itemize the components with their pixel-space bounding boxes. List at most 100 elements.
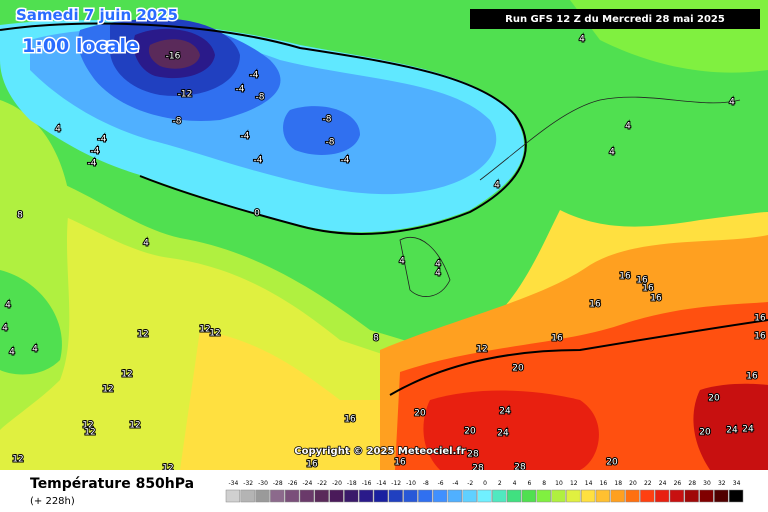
contour-label: -16	[166, 52, 181, 62]
contour-label: 16	[636, 276, 648, 286]
legend-swatch	[566, 489, 581, 503]
legend-swatch	[403, 489, 418, 503]
legend-swatch	[329, 489, 344, 503]
legend-tick: -34	[228, 480, 238, 487]
contour-label: 4	[609, 148, 615, 158]
contour-label: 16	[394, 458, 406, 468]
contour-label: 4	[32, 345, 38, 355]
contour-label: 20	[414, 409, 426, 419]
legend-swatch	[358, 489, 374, 503]
legend-tick: 0	[483, 480, 487, 487]
legend-swatch	[580, 489, 596, 503]
hot-area	[423, 390, 599, 470]
contour-label: 4	[399, 257, 405, 267]
contour-label: 20	[512, 364, 524, 374]
legend-swatch	[492, 489, 507, 503]
contour-label: 24	[499, 407, 511, 417]
warm-area	[180, 330, 390, 470]
legend-tick: 10	[555, 480, 563, 487]
contour-label: 12	[82, 421, 93, 431]
legend-swatch	[625, 489, 640, 503]
contour-label: 4	[9, 348, 15, 358]
legend-tick: 24	[659, 480, 667, 487]
cold-area	[283, 106, 360, 155]
contour-label: 20	[699, 428, 711, 438]
legend-tick: -16	[362, 480, 372, 487]
contour-label: -4	[241, 132, 250, 142]
legend-tick: -32	[243, 480, 253, 487]
legend-swatch	[551, 489, 566, 503]
legend-tick: -28	[273, 480, 283, 487]
legend-swatch	[699, 489, 714, 503]
contour-label: 16	[619, 272, 631, 282]
contour-label: 20	[708, 394, 720, 404]
legend-swatch	[225, 489, 241, 503]
contour-label: -4	[236, 85, 245, 95]
legend-tick: -8	[423, 480, 429, 487]
map-time: 1:00 locale	[22, 35, 139, 57]
legend-tick: 34	[733, 480, 741, 487]
legend-swatch	[714, 489, 729, 503]
legend-tick: 26	[674, 480, 682, 487]
contour-label: -4	[88, 159, 97, 169]
contour-label: 8	[373, 334, 379, 344]
legend-swatch	[284, 489, 300, 503]
contour-label: 16	[642, 284, 654, 294]
contour-label: 12	[84, 428, 95, 438]
contour-label: 28	[467, 450, 479, 460]
contour-label: 4	[625, 122, 631, 132]
hot-area	[693, 383, 768, 470]
legend-tick: -24	[302, 480, 312, 487]
legend-swatch	[728, 489, 744, 503]
contour-label: -8	[256, 93, 265, 103]
legend-swatch	[373, 489, 389, 503]
legend-swatch	[255, 489, 270, 503]
map-date: Samedi 7 juin 2025	[16, 6, 178, 24]
legend-swatch	[536, 489, 551, 503]
legend-swatch	[462, 489, 477, 503]
legend-swatch	[314, 489, 329, 503]
contour-label: -8	[173, 117, 182, 127]
legend-swatch	[418, 489, 433, 503]
contour-label: 12	[102, 385, 113, 395]
legend-tick: -22	[317, 480, 327, 487]
legend-tick: 20	[629, 480, 637, 487]
legend-tick: -14	[376, 480, 386, 487]
legend-swatch	[595, 489, 611, 503]
contour-label: 12	[12, 455, 23, 465]
contour-label: -8	[323, 115, 332, 125]
contour-label: 4	[435, 269, 441, 279]
legend-tick: -10	[406, 480, 416, 487]
isotherm-zero	[0, 22, 527, 235]
legend-swatch	[388, 489, 403, 503]
legend-tick: -6	[438, 480, 444, 487]
legend-tick: 6	[527, 480, 531, 487]
contour-label: 16	[754, 332, 766, 342]
parameter: Température 850hPa	[30, 476, 194, 492]
contour-label: -4	[91, 147, 100, 157]
legend-tick: 4	[513, 480, 517, 487]
contour-label: 4	[143, 239, 149, 249]
legend-swatch	[506, 489, 522, 503]
legend-tick: -12	[391, 480, 401, 487]
contour-label: 4	[55, 125, 61, 135]
contour-label: 16	[589, 300, 601, 310]
contour-label: 24	[742, 425, 754, 435]
contour-label: 12	[209, 329, 220, 339]
coastline	[399, 96, 741, 297]
contour-label: 0	[254, 209, 260, 219]
run-banner	[470, 9, 760, 29]
contour-label: 4	[494, 181, 500, 191]
legend-swatch	[477, 489, 492, 503]
legend-tick: -4	[452, 480, 458, 487]
legend-tick: -2	[467, 480, 473, 487]
contour-label: 24	[497, 429, 509, 439]
contour-label: -12	[178, 90, 193, 100]
lead-time: (+ 228h)	[30, 496, 75, 507]
legend-swatch	[240, 489, 255, 503]
contour-label: 16	[344, 415, 356, 425]
legend-swatch	[610, 489, 625, 503]
contour-label: 12	[199, 325, 210, 335]
contour-label: 24	[726, 426, 738, 436]
contour-label: 16	[306, 460, 318, 470]
